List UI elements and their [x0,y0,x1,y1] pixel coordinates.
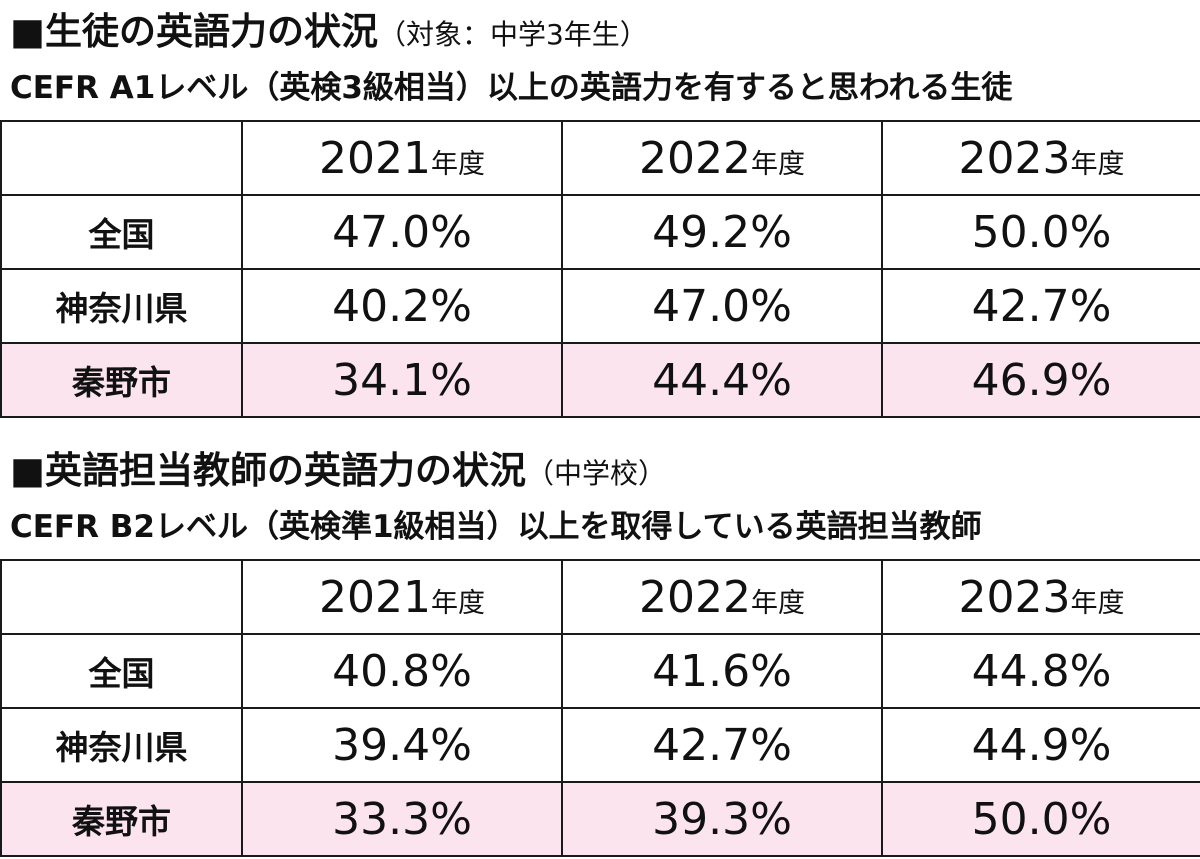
header-row: 2021年度 2022年度 2023年度 [0,120,1200,196]
value-cell: 42.7% [561,707,883,783]
year-suffix: 年度 [750,587,805,619]
value-cell: 47.0% [561,268,883,344]
year-header-cell: 2023年度 [881,120,1200,196]
table-row: 神奈川県 40.2% 47.0% 42.7% [0,268,1200,344]
value-cell: 50.0% [881,194,1200,270]
value-cell: 40.2% [241,268,563,344]
table-row-highlighted: 秦野市 34.1% 44.4% 46.9% [0,342,1200,418]
corner-cell [0,559,243,635]
year-header-cell: 2022年度 [561,120,883,196]
value-cell: 50.0% [881,781,1200,857]
year-header-cell: 2023年度 [881,559,1200,635]
title-sub: （対象：中学3年生） [377,18,648,51]
year-number: 2021 [319,571,431,623]
year-number: 2021 [319,132,431,184]
value-cell: 46.9% [881,342,1200,418]
section-title: ■生徒の英語力の状況（対象：中学3年生） [10,4,648,60]
value-cell: 44.8% [881,633,1200,709]
teachers-table: 2021年度 2022年度 2023年度 全国 40.8% 41.6% 44.8… [0,559,1200,857]
table-row: 全国 47.0% 49.2% 50.0% [0,194,1200,270]
students-table: 2021年度 2022年度 2023年度 全国 47.0% 49.2% 50.0… [0,120,1200,418]
corner-cell [0,120,243,196]
title-main: ■生徒の英語力の状況 [10,10,378,53]
table-row: 全国 40.8% 41.6% 44.8% [0,633,1200,709]
value-cell: 41.6% [561,633,883,709]
year-suffix: 年度 [430,148,485,180]
region-label: 神奈川県 [0,707,243,783]
year-number: 2023 [958,571,1071,623]
title-main: ■英語担当教師の英語力の状況 [10,449,526,492]
value-cell: 44.4% [561,342,883,418]
value-cell: 33.3% [241,781,563,857]
region-label: 秦野市 [0,781,243,857]
region-label: 秦野市 [0,342,243,418]
title-sub: （中学校） [525,457,666,490]
header-row: 2021年度 2022年度 2023年度 [0,559,1200,635]
value-cell: 34.1% [241,342,563,418]
table-row: 神奈川県 39.4% 42.7% 44.9% [0,707,1200,783]
value-cell: 44.9% [881,707,1200,783]
region-label: 全国 [0,633,243,709]
year-header-cell: 2021年度 [241,559,563,635]
year-suffix: 年度 [430,587,485,619]
year-suffix: 年度 [1070,587,1125,619]
section-subtitle: CEFR B2レベル（英検準1級相当）以上を取得している英語担当教師 [10,509,982,545]
year-suffix: 年度 [750,148,805,180]
value-cell: 47.0% [241,194,563,270]
region-label: 神奈川県 [0,268,243,344]
value-cell: 39.4% [241,707,563,783]
section-subtitle: CEFR A1レベル（英検3級相当）以上の英語力を有すると思われる生徒 [10,70,1013,106]
year-number: 2022 [639,571,751,623]
table-row-highlighted: 秦野市 33.3% 39.3% 50.0% [0,781,1200,857]
value-cell: 42.7% [881,268,1200,344]
value-cell: 49.2% [561,194,883,270]
year-suffix: 年度 [1070,148,1125,180]
year-header-cell: 2022年度 [561,559,883,635]
value-cell: 40.8% [241,633,563,709]
section-title: ■英語担当教師の英語力の状況（中学校） [10,443,666,499]
value-cell: 39.3% [561,781,883,857]
region-label: 全国 [0,194,243,270]
year-header-cell: 2021年度 [241,120,563,196]
year-number: 2023 [958,132,1071,184]
year-number: 2022 [639,132,751,184]
